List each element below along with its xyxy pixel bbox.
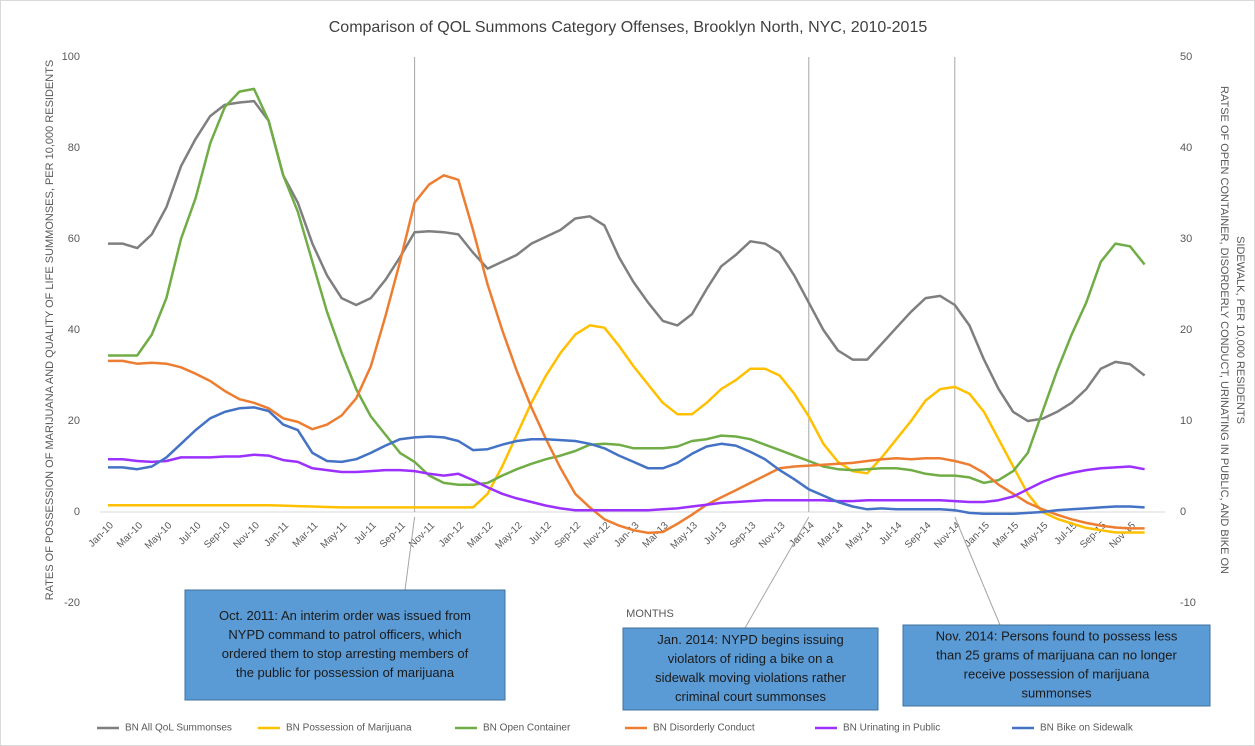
y-tick-label: 20 bbox=[68, 415, 80, 427]
legend-label: BN Possession of Marijuana bbox=[286, 723, 412, 734]
callout-line bbox=[404, 516, 416, 591]
series-line bbox=[108, 453, 1145, 512]
series-line bbox=[108, 174, 1145, 535]
y2-tick-label: 40 bbox=[1180, 142, 1192, 154]
legend-label: BN Urinating in Public bbox=[843, 723, 940, 734]
y2-axis-label: RATSE OF OPEN CONTAINER, DISORDERLY COND… bbox=[1218, 86, 1230, 574]
annotation-box bbox=[622, 627, 879, 711]
y-tick-label: 80 bbox=[68, 142, 80, 154]
y2-axis-label: SIDEWALK, PER 10,000 RESIDENTS bbox=[1234, 236, 1246, 424]
y2-tick-label: -10 bbox=[1180, 597, 1196, 609]
legend-label: BN Bike on Sidewalk bbox=[1040, 723, 1134, 734]
annotation-text: receive possession of marijuana bbox=[964, 666, 1150, 681]
y-axis-label: RATES OF POSSESSION OF MARIJUANA AND QUA… bbox=[44, 60, 56, 601]
series-line bbox=[108, 87, 1146, 486]
y-tick-label: 40 bbox=[68, 324, 80, 336]
y2-tick-label: 0 bbox=[1180, 506, 1186, 518]
annotation-text: the public for possession of marijuana bbox=[236, 665, 455, 680]
series-line bbox=[108, 406, 1145, 516]
annotation-text: than 25 grams of marijuana can no longer bbox=[936, 647, 1177, 662]
annotation-text: sidewalk moving violations rather bbox=[655, 670, 846, 685]
y-tick-label: 0 bbox=[74, 506, 80, 518]
series-line bbox=[108, 324, 1145, 534]
callout-line bbox=[744, 516, 810, 629]
annotation-text: Nov. 2014: Persons found to possess less bbox=[936, 628, 1178, 643]
legend-label: BN All QoL Summonses bbox=[125, 723, 232, 734]
legend-label: BN Open Container bbox=[483, 723, 571, 734]
y2-tick-label: 20 bbox=[1180, 324, 1192, 336]
annotation-text: Jan. 2014: NYPD begins issuing bbox=[657, 632, 843, 647]
annotation-box bbox=[902, 624, 1211, 707]
annotation-text: summonses bbox=[1021, 685, 1092, 700]
y2-tick-label: 50 bbox=[1180, 51, 1192, 63]
y2-tick-label: 30 bbox=[1180, 233, 1192, 245]
y-tick-label: -20 bbox=[64, 597, 80, 609]
annotation-text: Oct. 2011: An interim order was issued f… bbox=[219, 608, 471, 623]
annotation-text: NYPD command to patrol officers, which bbox=[228, 627, 461, 642]
y2-tick-label: 10 bbox=[1180, 415, 1192, 427]
callout-line bbox=[954, 516, 1001, 626]
annotation-text: criminal court summonses bbox=[675, 689, 826, 704]
chart-title: Comparison of QOL Summons Category Offen… bbox=[329, 19, 928, 36]
annotation-text: violators of riding a bike on a bbox=[668, 651, 834, 666]
legend-label: BN Disorderly Conduct bbox=[653, 723, 755, 734]
x-axis-label: MONTHS bbox=[626, 608, 674, 620]
y-tick-label: 60 bbox=[68, 233, 80, 245]
annotation-text: ordered them to stop arresting members o… bbox=[222, 646, 469, 661]
annotation-box bbox=[184, 589, 506, 701]
y-tick-label: 100 bbox=[62, 51, 80, 63]
